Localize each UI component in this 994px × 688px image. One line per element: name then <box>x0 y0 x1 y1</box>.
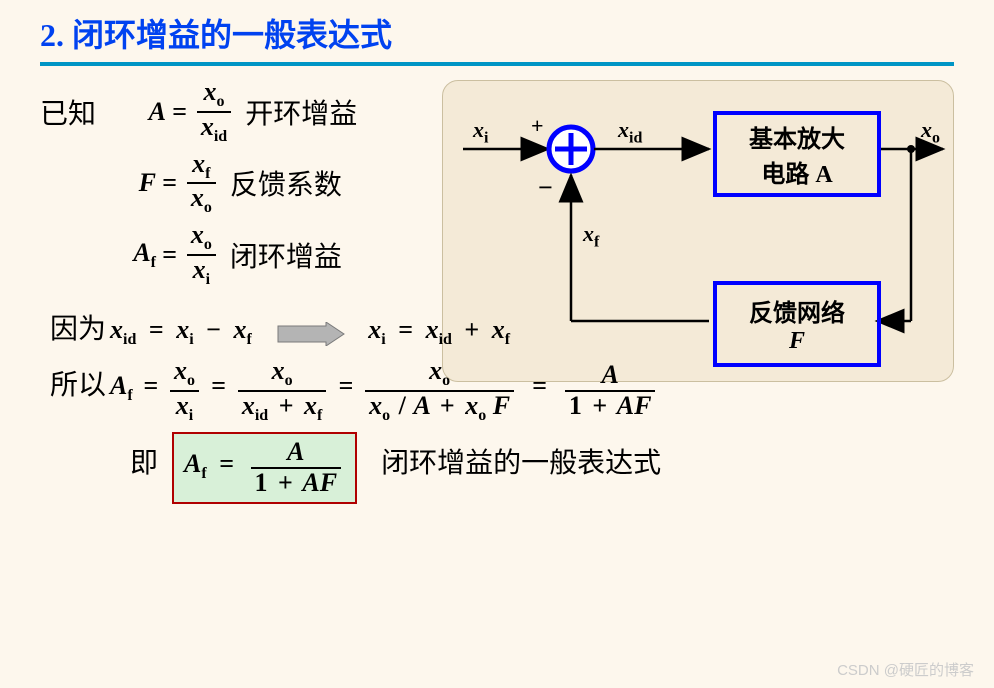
d-eq1: = <box>143 371 158 400</box>
A-desc: 开环增益 <box>245 92 357 132</box>
A-lhs: A <box>116 97 166 127</box>
A-eq: = <box>172 97 187 127</box>
so-line: 所以 Af = xo xi = xo xid + xf = xo xo / <box>40 357 954 425</box>
d-eq2: = <box>211 371 226 400</box>
section-title: 2. 闭环增益的一般表达式 <box>0 0 994 56</box>
ie-label: 即 <box>130 448 158 479</box>
Af-lhs: Af <box>106 238 156 272</box>
Af-desc: 闭环增益 <box>230 235 342 275</box>
derive-Af: Af <box>110 371 139 400</box>
F-desc: 反馈系数 <box>230 163 342 203</box>
Af-eq: = <box>162 240 177 270</box>
eq-Af: Af = xo xi 闭环增益 <box>106 221 954 289</box>
eq-A: 已知 A = xo xid 开环增益 <box>40 78 954 146</box>
d-frac4: A 1 + AF <box>565 361 656 420</box>
final-line: 即 Af = A 1 + AF 闭环增益的一般表达式 <box>40 432 954 503</box>
F-lhs: F <box>106 168 156 198</box>
d-frac1: xo xi <box>170 357 199 425</box>
F-frac: xf xo <box>187 150 216 218</box>
d-frac3: xo xo / A + xo F <box>365 357 514 425</box>
watermark: CSDN @硬匠的博客 <box>837 659 974 680</box>
eq-F: F = xf xo 反馈系数 <box>106 150 954 218</box>
xi-eq: xi = xid + xf <box>368 315 510 344</box>
known-label: 已知 <box>40 92 96 132</box>
so-label: 所以 <box>50 370 106 401</box>
F-eq: = <box>162 168 177 198</box>
final-desc: 闭环增益的一般表达式 <box>381 448 661 479</box>
xid-eq: xid = xi − xf <box>110 315 258 344</box>
boxed-formula: Af = A 1 + AF <box>172 432 357 503</box>
content-area: 已知 A = xo xid 开环增益 F = xf xo 反馈系数 Af = x… <box>0 66 994 504</box>
d-eq3: = <box>338 371 353 400</box>
Af-frac: xo xi <box>187 221 216 289</box>
implies-arrow-icon <box>276 322 346 346</box>
because-line: 因为 xid = xi − xf xi = xid + xf <box>40 307 954 349</box>
d-frac2: xo xid + xf <box>238 357 327 425</box>
d-eq4: = <box>532 371 547 400</box>
because-label: 因为 <box>50 314 106 345</box>
A-frac: xo xid <box>197 78 231 146</box>
